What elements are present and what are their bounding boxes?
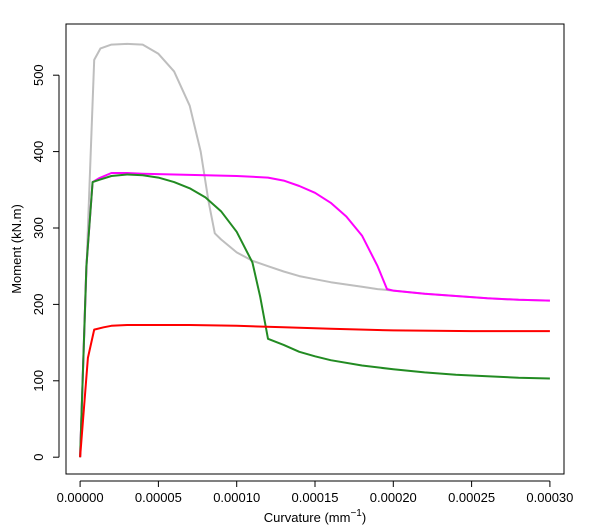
- y-axis-label: Moment (kN.m): [9, 204, 24, 294]
- x-tick-label: 0.00020: [370, 490, 417, 505]
- y-tick-label: 500: [31, 64, 46, 86]
- y-tick-label: 300: [31, 217, 46, 239]
- y-axis: 0 100 200 300 400 500: [31, 64, 60, 461]
- x-tick-label: 0.00025: [448, 490, 495, 505]
- x-tick-label: 0.00030: [526, 490, 573, 505]
- x-axis-label-text: Curvature (mm: [264, 510, 351, 525]
- y-tick-label: 400: [31, 141, 46, 163]
- x-axis: 0.00000 0.00005 0.00010 0.00015 0.00020 0.000…: [57, 480, 573, 505]
- x-tick-label: 0.00005: [135, 490, 182, 505]
- x-tick-label: 0.00010: [213, 490, 260, 505]
- x-tick-label: 0.00015: [292, 490, 339, 505]
- x-tick-label: 0.00000: [57, 490, 104, 505]
- series-line-4: [79, 324, 550, 458]
- series-line-2: [79, 172, 550, 458]
- plot-frame: [65, 23, 565, 475]
- series-line-3: [79, 173, 550, 458]
- y-tick-label: 0: [31, 454, 46, 461]
- series-line-1: [79, 42, 550, 458]
- y-tick-label: 200: [31, 294, 46, 316]
- x-axis-label-superscript: −1: [350, 508, 362, 519]
- series-layer: [79, 42, 550, 458]
- x-axis-label-close: ): [362, 510, 366, 525]
- y-tick-label: 100: [31, 370, 46, 392]
- x-axis-label: Curvature (mm−1): [264, 508, 366, 525]
